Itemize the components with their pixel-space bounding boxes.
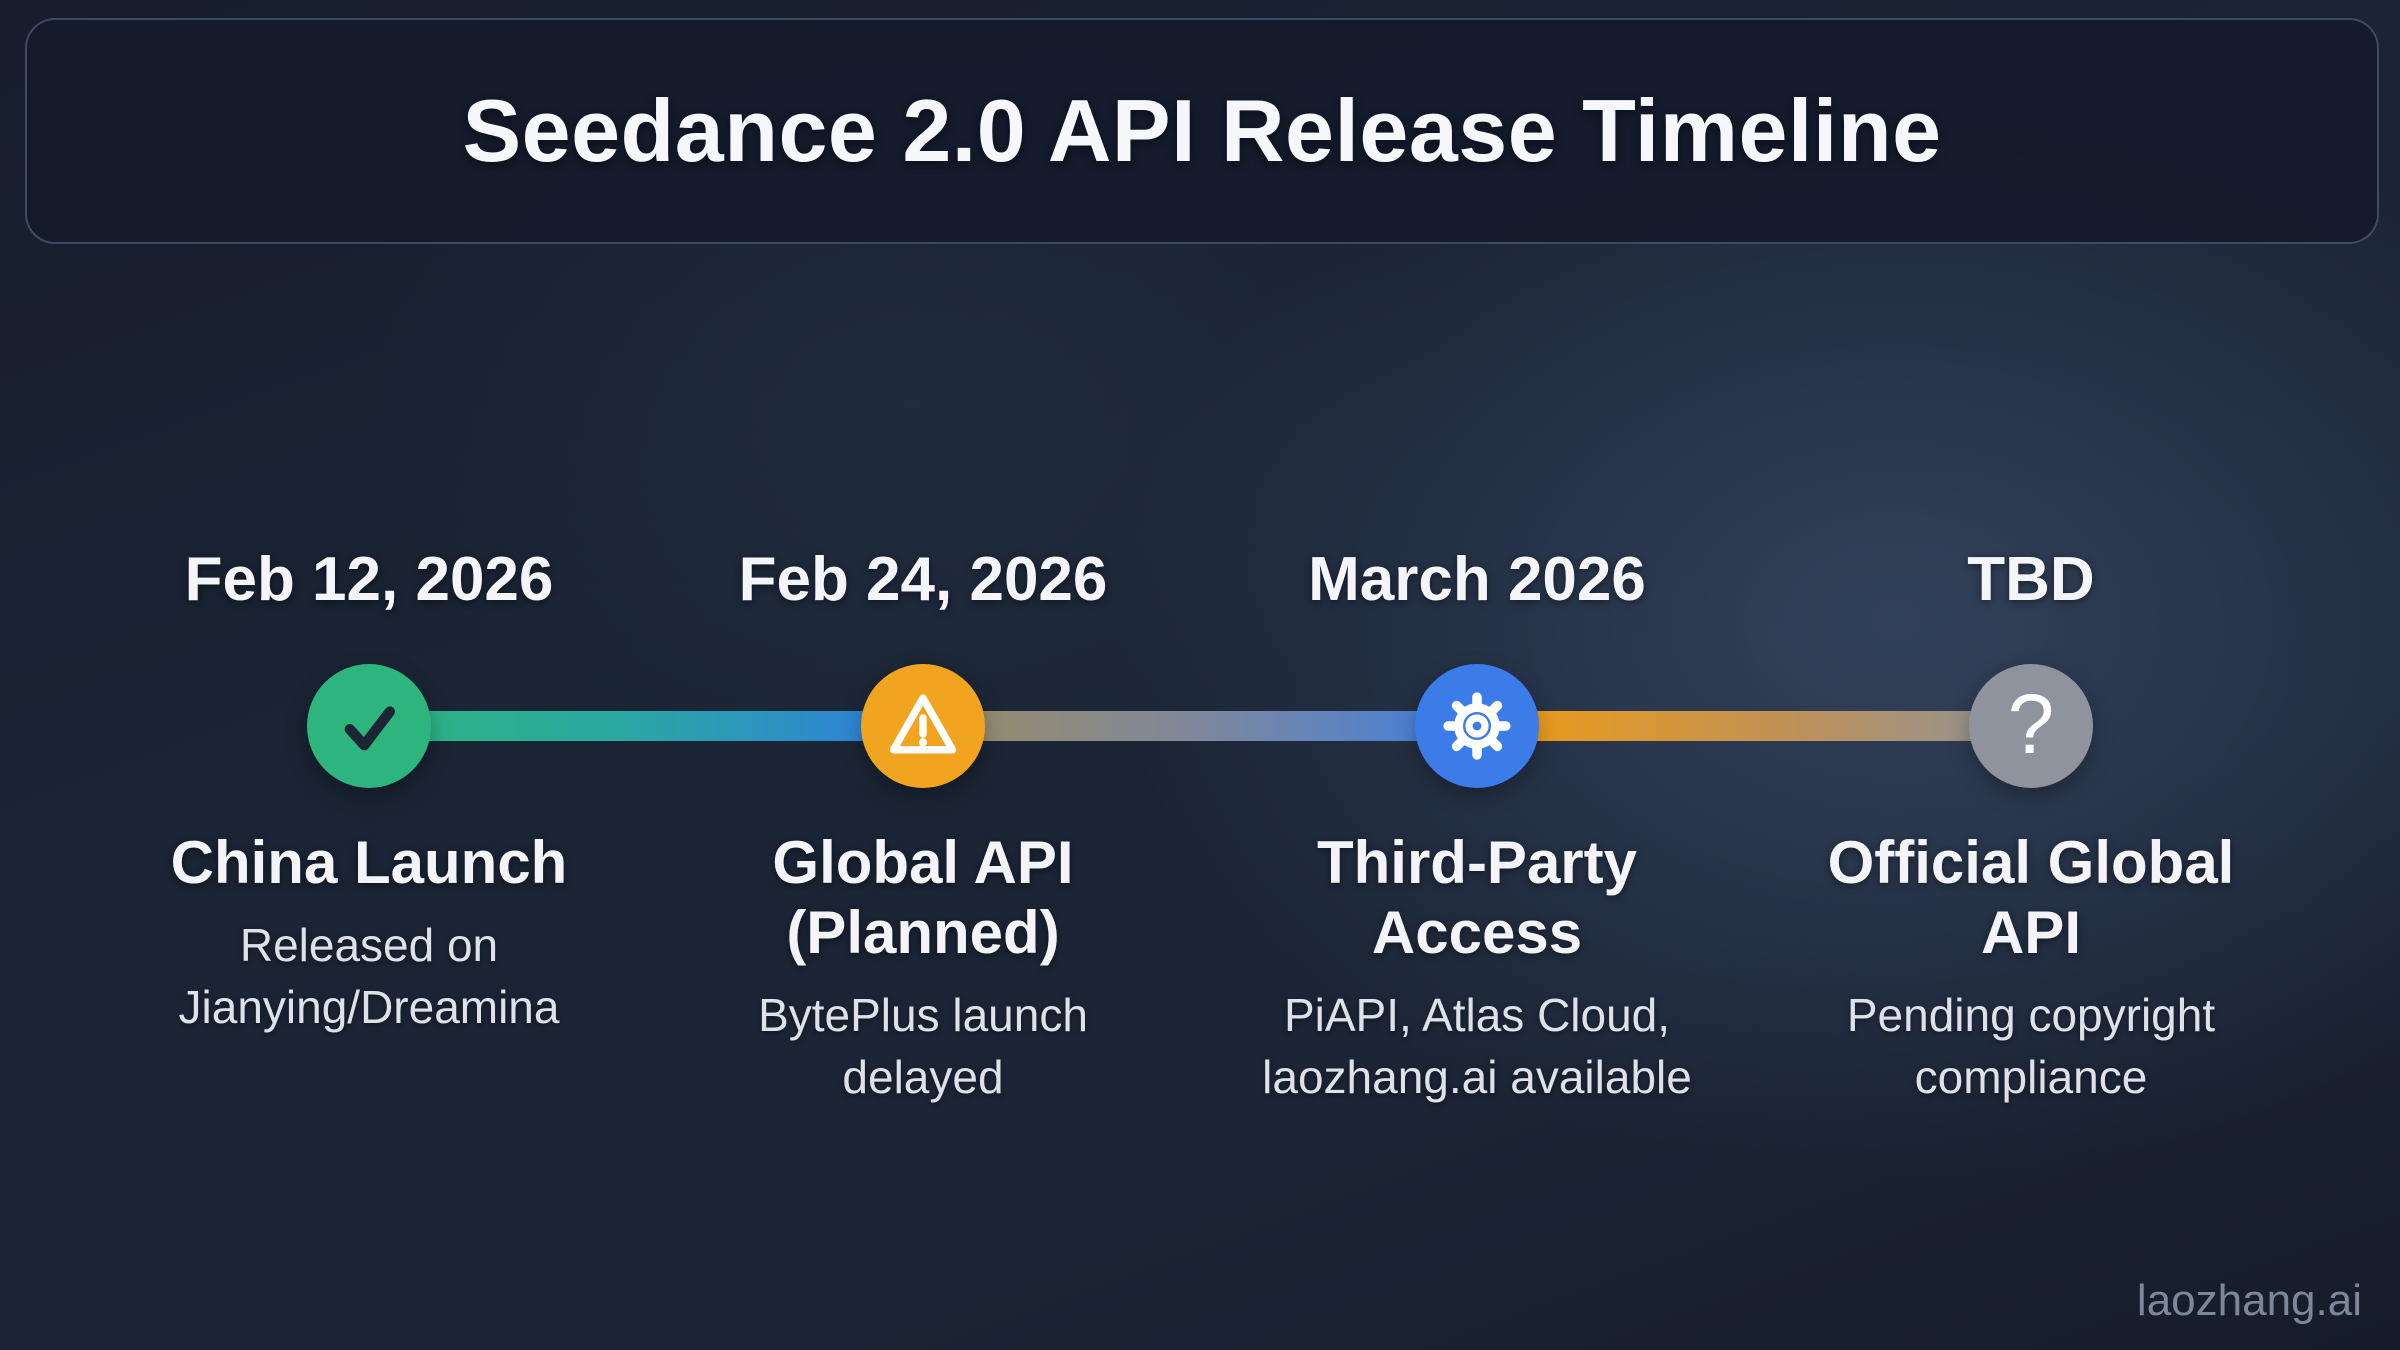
connector-global-to-thirdparty [923,711,1479,741]
milestone-title: Global API (Planned) [772,829,1074,966]
milestone-description: Released on Jianying/Dreamina [178,919,560,1033]
milestone-title: Official Global API [1827,829,2235,966]
milestone-node: ? [1969,664,2093,788]
milestone-china-launch: Feb 12, 2026 China Launch Released on Ji… [92,540,646,1108]
milestone-date: Feb 12, 2026 [184,545,554,614]
gear-icon [1437,686,1517,766]
milestone-title: Third-Party Access [1316,829,1638,966]
connector-china-to-global [369,711,925,741]
milestone-global-api-planned: Feb 24, 2026 Global API (Planned) BytePl… [646,540,1200,1108]
timeline: Feb 12, 2026 China Launch Released on Ji… [0,540,2400,1108]
milestone-title: China Launch [170,829,568,896]
milestone-third-party-access: March 2026 [1200,540,1754,1108]
milestone-node [861,664,985,788]
milestone-date: Feb 24, 2026 [738,545,1108,614]
milestone-node [307,664,431,788]
title-card: Seedance 2.0 API Release Timeline [25,18,2379,244]
milestone-description: Pending copyright compliance [1846,989,2216,1103]
connector-thirdparty-to-official [1477,711,2033,741]
watermark: laozhang.ai [2136,1276,2362,1325]
milestone-official-global-api: TBD ? Official Global API Pending copyri… [1754,540,2308,1108]
milestone-date: TBD [1967,545,2095,614]
milestone-node [1415,664,1539,788]
milestone-description: BytePlus launch delayed [758,989,1088,1103]
page-title: Seedance 2.0 API Release Timeline [462,81,1942,180]
milestone-date: March 2026 [1308,545,1646,614]
milestone-description: PiAPI, Atlas Cloud, laozhang.ai availabl… [1262,989,1692,1103]
check-icon [329,686,409,766]
warning-icon [882,685,964,767]
question-icon: ? [2007,677,2055,771]
